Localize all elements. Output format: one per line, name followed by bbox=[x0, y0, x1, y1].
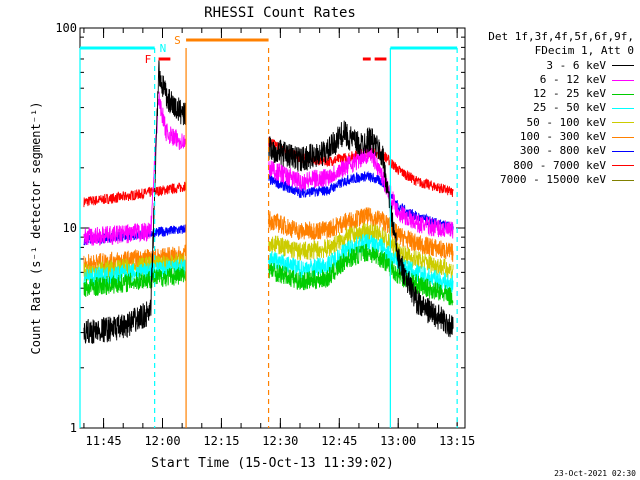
legend-entry-swatch bbox=[612, 151, 634, 153]
legend-entry-label: 7000 - 15000 keV bbox=[500, 172, 606, 186]
legend-entry-swatch bbox=[612, 165, 634, 167]
legend-entry: 6 - 12 keV bbox=[474, 73, 634, 87]
x-tick-label: 13:15 bbox=[439, 434, 475, 448]
legend-entry-label: 100 - 300 keV bbox=[519, 130, 606, 144]
series-line-100-300kev bbox=[268, 207, 454, 262]
legend-entry-label: 12 - 25 keV bbox=[533, 87, 606, 101]
y-tick-label: 1 bbox=[70, 421, 77, 435]
chart-title: RHESSI Count Rates bbox=[204, 5, 356, 21]
series-line-12-25kev bbox=[268, 243, 454, 306]
y-tick-label: 10 bbox=[63, 221, 77, 235]
x-axis-label: Start Time (15-Oct-13 11:39:02) bbox=[151, 456, 394, 471]
legend-entry-label: 25 - 50 keV bbox=[533, 101, 606, 115]
interval-marker-label: N bbox=[160, 42, 167, 55]
legend-entry-swatch bbox=[612, 93, 634, 95]
interval-marker-label: S bbox=[174, 34, 181, 47]
series-line-50-100kev bbox=[268, 222, 454, 280]
legend-entry-swatch bbox=[612, 136, 634, 138]
series-line-25-50kev bbox=[83, 259, 187, 288]
legend: Det 1f,3f,4f,5f,6f,9f, FDecim 1, Att 0 3… bbox=[474, 30, 634, 187]
legend-header-line-2: FDecim 1, Att 0 bbox=[534, 44, 634, 58]
legend-entry: 50 - 100 keV bbox=[474, 116, 634, 130]
legend-entry-label: 50 - 100 keV bbox=[526, 115, 606, 129]
legend-entry-label: 6 - 12 keV bbox=[539, 72, 606, 86]
legend-entry-label: 300 - 800 keV bbox=[519, 144, 606, 158]
legend-entry-label: 800 - 7000 keV bbox=[513, 158, 606, 172]
legend-entry-swatch bbox=[612, 65, 634, 67]
legend-entry: 100 - 300 keV bbox=[474, 130, 634, 144]
x-tick-label: 12:00 bbox=[144, 434, 180, 448]
legend-entry-swatch bbox=[612, 179, 634, 181]
y-tick-label: 100 bbox=[55, 21, 77, 35]
series-line-12-25kev bbox=[83, 266, 187, 298]
series-line-6-12kev bbox=[268, 142, 454, 239]
interval-marker-label: F bbox=[145, 53, 152, 66]
series-line-800-7000kev bbox=[83, 180, 187, 208]
x-tick-label: 12:30 bbox=[262, 434, 298, 448]
series-line-3-6kev bbox=[83, 60, 187, 344]
legend-entry: 7000 - 15000 keV bbox=[474, 173, 634, 187]
x-tick-label: 13:00 bbox=[380, 434, 416, 448]
legend-entry: 12 - 25 keV bbox=[474, 87, 634, 101]
legend-entry: 800 - 7000 keV bbox=[474, 159, 634, 173]
legend-entry-swatch bbox=[612, 108, 634, 110]
legend-entry-swatch bbox=[612, 122, 634, 124]
y-axis-label: Count Rate (s⁻¹ detector segment⁻¹) bbox=[29, 102, 43, 355]
legend-entry: 25 - 50 keV bbox=[474, 101, 634, 115]
x-tick-label: 12:15 bbox=[203, 434, 239, 448]
legend-entry-swatch bbox=[612, 79, 634, 81]
legend-entry: 300 - 800 keV bbox=[474, 144, 634, 158]
legend-entry-label: 3 - 6 keV bbox=[546, 58, 606, 72]
legend-header-line-1: Det 1f,3f,4f,5f,6f,9f, bbox=[488, 30, 634, 43]
x-tick-label: 12:45 bbox=[321, 434, 357, 448]
series-line-3-6kev bbox=[268, 120, 454, 338]
footer-timestamp: 23-Oct-2021 02:30 bbox=[554, 469, 636, 478]
legend-entry: 3 - 6 keV bbox=[474, 59, 634, 73]
series-line-6-12kev bbox=[83, 91, 187, 246]
x-tick-label: 11:45 bbox=[86, 434, 122, 448]
